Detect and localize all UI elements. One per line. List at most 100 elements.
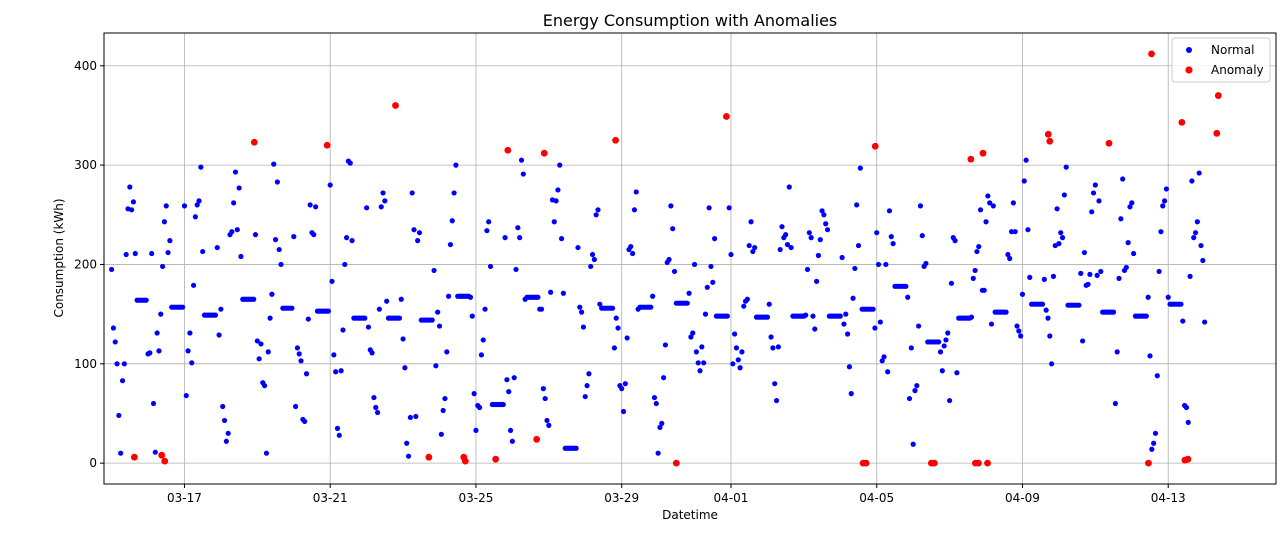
normal-point: 215 <box>276 246 282 253</box>
normal-point: 134 <box>340 327 346 333</box>
normal-point: 186 <box>970 275 976 281</box>
normal-point: 232 <box>806 230 812 236</box>
normal-point: 230 <box>311 232 317 238</box>
normal-point: 237 <box>515 225 521 231</box>
normal-point: 112 <box>1114 349 1120 355</box>
normal-point: 60 <box>653 400 659 407</box>
anomaly-point: 0 <box>672 459 680 467</box>
normal-point: 88 <box>1154 373 1160 379</box>
normal-point: 90 <box>586 371 592 377</box>
normal-point: 117 <box>699 344 705 350</box>
normal-point: 191 <box>1078 270 1084 277</box>
normal-point: 180 <box>1085 281 1091 287</box>
normal-point: 193 <box>1098 268 1104 275</box>
normal-point: 259 <box>163 203 169 209</box>
normal-point: 230 <box>783 232 789 238</box>
normal-point: 260 <box>194 202 200 208</box>
normal-point: 235 <box>1025 227 1031 233</box>
normal-point: 154 <box>1043 307 1049 313</box>
normal-point: 119 <box>662 342 669 348</box>
normal-point: 197 <box>1123 264 1129 271</box>
normal-point: 59 <box>500 401 506 408</box>
normal-point: 22 <box>223 438 229 444</box>
normal-point: 83 <box>119 378 126 384</box>
normal-point: 210 <box>123 251 129 258</box>
normal-point: 7 <box>405 453 412 459</box>
normal-point: 235 <box>824 227 831 233</box>
anomaly-point: 323 <box>250 138 258 146</box>
normal-point: 92 <box>333 369 339 375</box>
normal-point: 283 <box>274 179 280 185</box>
normal-point: 10 <box>655 450 661 456</box>
normal-point: 123 <box>1079 338 1086 344</box>
normal-point: 101 <box>695 360 701 366</box>
anomaly-point: 8 <box>158 451 166 459</box>
anomaly-point: 315 <box>504 146 512 154</box>
normal-point: 219 <box>1198 242 1204 249</box>
normal-point: 186 <box>1116 275 1122 281</box>
normal-point: 122 <box>112 339 118 345</box>
normal-point: 146 <box>267 315 273 321</box>
normal-point: 243 <box>983 219 989 225</box>
x-tick-label: 04-13 <box>1151 491 1186 505</box>
normal-point: 227 <box>502 235 508 241</box>
normal-point: 14 <box>1149 446 1155 452</box>
anomaly-point: 412 <box>1148 50 1155 58</box>
normal-point: 164 <box>143 297 149 303</box>
normal-point: 112 <box>937 349 944 355</box>
normal-point: 116 <box>733 345 740 351</box>
normal-point: 97 <box>846 364 853 370</box>
normal-point: 174 <box>981 287 987 293</box>
normal-point: 160 <box>1039 301 1046 307</box>
normal-point: 235 <box>411 227 417 233</box>
normal-point: 128 <box>1047 333 1053 339</box>
anomaly-point: 360 <box>392 102 399 109</box>
normal-point: 255 <box>129 207 135 213</box>
normal-point: 70 <box>848 391 854 397</box>
anomaly-point: 322 <box>1105 139 1113 147</box>
normal-point: 167 <box>467 294 474 300</box>
normal-point: 168 <box>446 293 452 299</box>
normal-point: 257 <box>726 205 732 211</box>
normal-point: 217 <box>752 244 758 251</box>
normal-point: 144 <box>429 317 435 323</box>
normal-point: 125 <box>400 336 406 342</box>
anomaly-point: 0 <box>984 459 991 467</box>
normal-point: 128 <box>1018 333 1024 339</box>
normal-point: 215 <box>777 246 783 253</box>
normal-point: 234 <box>484 228 490 234</box>
normal-point: 232 <box>1058 230 1064 236</box>
normal-point: 10 <box>263 450 270 456</box>
y-tick-label: 300 <box>74 158 97 172</box>
normal-point: 116 <box>611 345 617 351</box>
normal-point: 209 <box>815 252 822 259</box>
normal-point: 179 <box>190 282 197 288</box>
normal-point: 157 <box>180 304 186 310</box>
normal-point: 219 <box>746 242 752 249</box>
normal-point: 198 <box>708 263 714 270</box>
x-tick-label: 03-21 <box>313 491 348 505</box>
normal-point: 167 <box>1165 294 1171 300</box>
normal-point: 146 <box>396 315 403 321</box>
normal-point: 257 <box>364 205 370 211</box>
normal-point: 84 <box>504 377 510 383</box>
normal-point: 258 <box>378 204 384 210</box>
normal-point: 233 <box>1012 229 1018 235</box>
normal-point: 43 <box>544 417 550 424</box>
normal-point: 220 <box>784 241 791 248</box>
legend: Normal Anomaly <box>1171 37 1271 83</box>
normal-point: 156 <box>289 305 295 311</box>
normal-point: 130 <box>732 331 738 337</box>
normal-point: 301 <box>271 161 277 167</box>
normal-point: 258 <box>1127 204 1133 210</box>
normal-point: 222 <box>1125 240 1131 246</box>
normal-point: 135 <box>812 326 818 332</box>
normal-point: 107 <box>881 354 887 360</box>
y-tick-label: 200 <box>74 257 97 271</box>
normal-point: 131 <box>945 330 951 336</box>
normal-point: 137 <box>365 324 372 330</box>
normal-point: 228 <box>291 234 297 240</box>
normal-point: 243 <box>486 219 492 225</box>
normal-point: 65 <box>442 395 448 402</box>
normal-point: 33 <box>507 427 514 433</box>
